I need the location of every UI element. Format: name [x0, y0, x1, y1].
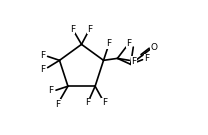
Text: F: F [102, 98, 107, 107]
Text: F: F [85, 98, 90, 107]
Text: F: F [106, 39, 111, 48]
Text: F: F [131, 57, 136, 65]
Text: O: O [151, 43, 157, 52]
Text: F: F [40, 51, 45, 60]
Text: F: F [126, 39, 131, 48]
Text: F: F [70, 25, 75, 34]
Text: F: F [145, 54, 150, 63]
Text: F: F [48, 86, 53, 95]
Text: F: F [88, 25, 93, 34]
Text: F: F [40, 65, 45, 74]
Text: F: F [56, 100, 61, 109]
